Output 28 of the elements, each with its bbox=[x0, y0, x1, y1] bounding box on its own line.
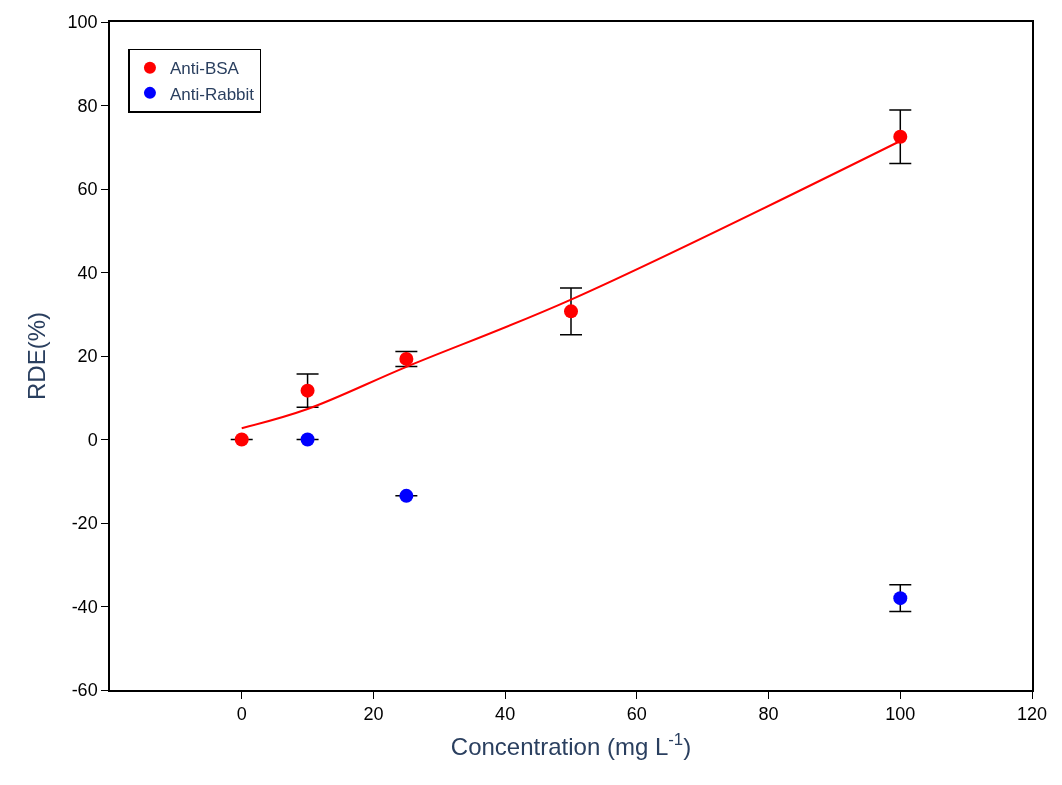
y-tick-label: 100 bbox=[67, 12, 98, 33]
y-tick-label: 60 bbox=[77, 179, 98, 200]
point bbox=[564, 304, 578, 319]
y-tick-label: 20 bbox=[77, 346, 98, 367]
x-tick-label: 120 bbox=[1016, 704, 1048, 725]
x-tick-label: 0 bbox=[236, 704, 247, 725]
point bbox=[300, 432, 315, 447]
point bbox=[300, 383, 315, 398]
x-tick-label: 40 bbox=[495, 704, 516, 725]
point bbox=[893, 591, 908, 606]
legend-label: Anti-BSA bbox=[169, 59, 240, 79]
y-tick-label: 0 bbox=[87, 429, 98, 450]
x-axis-title: Concentration (mg L$^{-1}$) bbox=[450, 730, 692, 761]
y-tick-label: -40 bbox=[71, 596, 98, 617]
point bbox=[234, 432, 249, 447]
y-tick-label: -20 bbox=[71, 513, 98, 534]
point bbox=[399, 351, 414, 366]
y-tick-label: 40 bbox=[77, 262, 98, 283]
point bbox=[399, 488, 414, 503]
y-axis-title: RDE(%) bbox=[23, 312, 51, 400]
legend-label: Anti-Rabbit bbox=[169, 84, 255, 104]
y-tick-label: 80 bbox=[77, 95, 98, 116]
y-tick-label: -60 bbox=[71, 680, 98, 701]
x-tick-label: 80 bbox=[758, 704, 779, 725]
point bbox=[893, 129, 908, 144]
x-tick-label: 60 bbox=[626, 704, 647, 725]
x-tick-label: 100 bbox=[885, 704, 916, 725]
x-tick-label: 20 bbox=[363, 704, 384, 725]
